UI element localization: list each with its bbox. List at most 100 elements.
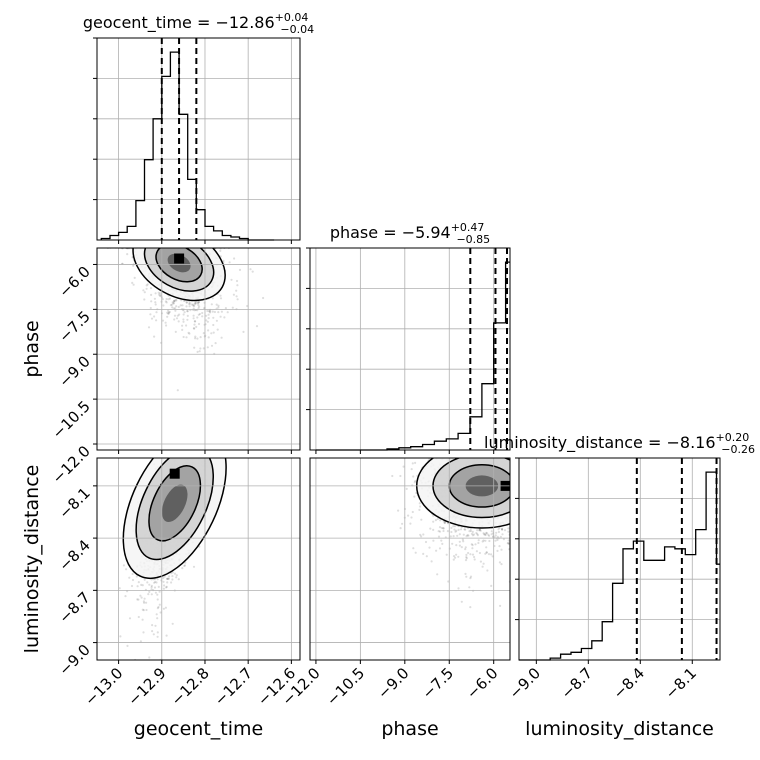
scatter-point [541,455,543,457]
scatter-point [141,608,144,611]
scatter-point [156,635,159,638]
scatter-point [197,304,200,307]
scatter-point [531,527,533,529]
x-tick-label: −6.0 [463,664,501,702]
scatter-point [179,425,181,427]
y-axis-label-luminosity_distance: luminosity_distance [21,465,43,654]
scatter-point [145,284,148,287]
scatter-point [430,560,433,563]
scatter-point [185,409,187,411]
scatter-point [460,600,463,603]
scatter-point [520,481,522,483]
scatter-point [181,425,183,427]
scatter-point [483,454,485,456]
scatter-point [524,463,526,465]
density-contour [161,484,188,523]
scatter-point [418,502,421,505]
scatter-point [217,306,220,309]
scatter-point [147,326,151,329]
scatter-point [521,493,523,495]
scatter-point [527,466,529,468]
scatter-point [154,591,157,594]
scatter-point [181,438,183,440]
scatter-point [478,528,482,532]
scatter-point [182,413,184,415]
scatter-point [496,456,498,458]
scatter-point [186,309,189,313]
scatter-point [466,413,468,415]
scatter-point [485,532,488,535]
scatter-point [452,558,455,561]
scatter-point [194,377,196,379]
scatter-point [456,534,459,537]
title-prefix: phase = [330,223,402,242]
scatter-point [546,527,548,529]
scatter-point [168,297,172,300]
scatter-point [164,300,167,303]
scatter-point [406,435,408,437]
scatter-point [207,423,209,425]
scatter-point [499,604,502,608]
scatter-point [541,473,543,475]
scatter-point [182,446,184,448]
scatter-point [529,502,531,504]
scatter-point [469,527,472,531]
scatter-point [131,281,134,284]
scatter-point [189,415,191,417]
scatter-point [215,303,218,306]
scatter-point [512,454,514,456]
scatter-point [469,606,472,609]
scatter-point [527,517,529,519]
scatter-point [456,442,458,444]
scatter-point [214,383,216,385]
panel-frame [96,457,301,661]
scatter-point [186,429,188,431]
scatter-point [171,575,174,578]
scatter-point [143,597,146,600]
scatter-point [195,325,198,328]
scatter-point [488,385,490,387]
scatter-point [148,583,151,586]
scatter-point [527,490,529,492]
scatter-point [187,451,189,453]
scatter-point [208,310,212,313]
scatter-point [220,442,222,444]
scatter-point [169,425,171,427]
scatter-point [195,445,197,447]
scatter-point [192,314,195,317]
scatter-point [216,328,219,331]
scatter-point [165,586,168,589]
scatter-point [565,477,567,479]
scatter-point [512,467,514,469]
scatter-point [485,456,487,458]
scatter-point [166,311,169,314]
scatter-point [174,453,176,455]
scatter-point [165,445,167,447]
scatter-point [142,289,145,292]
scatter-point [208,431,210,433]
scatter-point [194,436,196,438]
scatter-point [468,530,471,533]
scatter-point [190,423,192,425]
scatter-point [205,314,208,317]
scatter-point [534,513,536,515]
scatter-point [526,424,528,426]
scatter-point [515,513,517,515]
scatter-point [516,516,518,518]
scatter-point [477,451,479,453]
scatter-point [522,500,524,502]
scatter-point [455,430,457,432]
scatter-point [505,455,507,457]
scatter-point [178,395,180,397]
scatter-point [198,446,200,448]
panel-geocent_time-geocent_time [93,37,301,244]
scatter-point [506,542,509,545]
scatter-point [538,452,540,454]
scatter-point [519,413,521,415]
scatter-point [488,539,491,543]
scatter-point [176,453,178,455]
scatter-point [175,305,178,308]
scatter-point [191,428,193,430]
scatter-point [461,442,463,444]
scatter-point [527,427,529,429]
